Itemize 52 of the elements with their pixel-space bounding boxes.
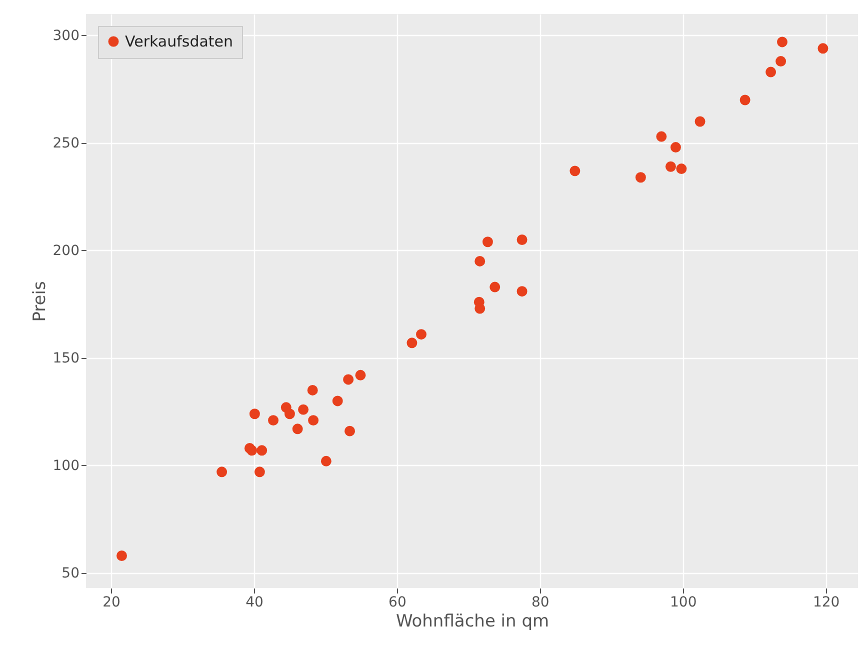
point xyxy=(665,161,676,172)
point xyxy=(249,408,260,420)
point xyxy=(676,164,687,174)
point xyxy=(474,303,486,314)
x-tick-label: 100 xyxy=(670,594,697,610)
point xyxy=(284,408,295,420)
point xyxy=(298,404,309,415)
point xyxy=(344,426,356,436)
point xyxy=(818,43,828,54)
y-tick-label: 50 xyxy=(62,565,80,582)
x-tick-label: 20 xyxy=(102,594,120,610)
point xyxy=(490,282,500,292)
x-tick-label: 80 xyxy=(531,594,550,610)
point xyxy=(307,384,318,396)
x-tick-label: 60 xyxy=(388,594,406,610)
point xyxy=(776,56,786,67)
point xyxy=(308,415,319,426)
point xyxy=(292,424,303,434)
point xyxy=(116,550,127,561)
x-axis-title: Wohnfläche in qm xyxy=(396,612,550,632)
legend-label: Verkaufsdaten xyxy=(125,32,234,50)
point xyxy=(570,166,580,176)
x-tick-label: 40 xyxy=(246,594,264,610)
point xyxy=(635,172,646,183)
point xyxy=(516,234,528,245)
y-tick-label: 300 xyxy=(52,28,80,44)
point xyxy=(474,256,486,266)
point xyxy=(256,445,268,456)
point xyxy=(246,445,258,456)
point xyxy=(482,236,493,248)
point xyxy=(320,456,332,466)
point xyxy=(766,66,776,78)
point xyxy=(268,415,279,426)
point xyxy=(656,131,667,142)
point xyxy=(416,329,426,340)
y-tick-label: 200 xyxy=(52,242,80,259)
point xyxy=(694,116,706,127)
point xyxy=(254,466,265,478)
point xyxy=(740,94,750,106)
y-tick-label: 150 xyxy=(52,350,80,366)
point xyxy=(216,466,228,478)
point xyxy=(670,142,681,153)
point xyxy=(406,338,418,348)
point xyxy=(355,370,366,380)
x-tick-label: 120 xyxy=(812,594,840,610)
point xyxy=(343,374,354,385)
y-tick-label: 250 xyxy=(52,135,80,152)
y-axis-title: Preis xyxy=(30,281,50,322)
point xyxy=(332,396,343,406)
point xyxy=(776,36,788,48)
point xyxy=(516,286,528,297)
y-tick-label: 100 xyxy=(52,458,80,474)
